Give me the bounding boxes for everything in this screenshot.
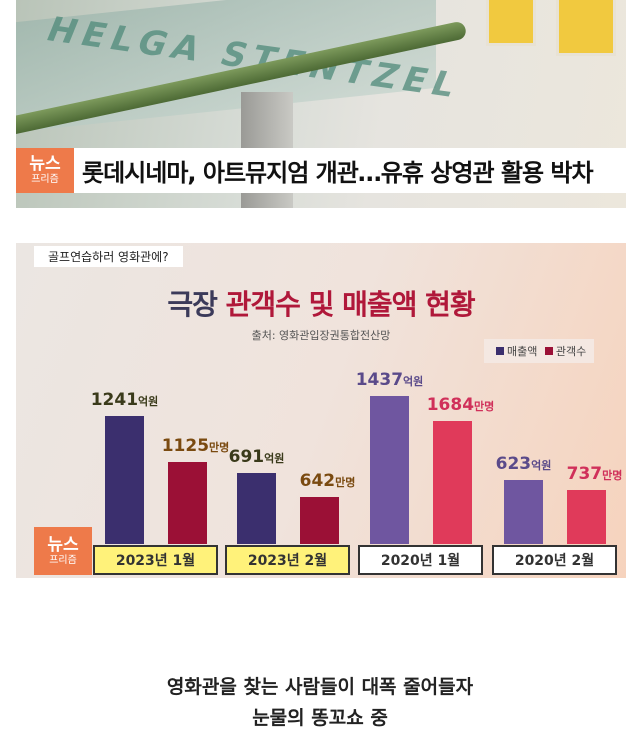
news-prism-logo: 뉴스 프리즘 — [34, 527, 92, 575]
bar-revenue — [370, 396, 409, 544]
legend-swatch-audience — [544, 347, 553, 355]
chart-title: 극장 관객수 및 매출액 현황 — [167, 288, 475, 321]
data-label: 1437억원 — [355, 370, 424, 390]
caption-line-2: 눈물의 똥꼬쇼 중 — [252, 707, 388, 729]
headline: 롯데시네마, 아트뮤지엄 개관…유휴 상영관 활용 박차 — [82, 159, 594, 187]
caption-line-1: 영화관을 찾는 사람들이 대폭 줄어들자 — [166, 676, 474, 698]
wall-painting — [556, 0, 616, 56]
legend-swatch-revenue — [496, 347, 504, 355]
bar-audience — [300, 497, 339, 544]
bar-revenue — [504, 479, 543, 544]
category-label: 2023년 1월 — [93, 545, 218, 575]
category-label: 2023년 2월 — [225, 545, 350, 575]
data-label: 691억원 — [228, 446, 285, 467]
bar-audience — [168, 461, 207, 544]
news-photo: HELGA STENTZEL 뉴스 프리즘 롯데시네마, 아트뮤지엄 개관…유휴… — [16, 0, 626, 208]
data-label: 1125만명 — [161, 435, 230, 456]
chart-source: 출처: 영화관입장권통합전산망 — [251, 329, 391, 342]
data-label: 1684만명 — [426, 395, 495, 415]
bar-audience — [567, 490, 606, 544]
chart: 골프연습하러 영화관에? 극장 관객수 및 매출액 현황 출처: 영화관입장권통… — [16, 243, 626, 578]
topic-tag: 골프연습하러 영화관에? — [34, 246, 183, 267]
news-caption-bar: 뉴스 프리즘 롯데시네마, 아트뮤지엄 개관…유휴 상영관 활용 박차 — [16, 148, 626, 193]
category-label: 2020년 1월 — [358, 545, 483, 575]
data-label: 623억원 — [495, 453, 552, 474]
data-label: 1241억원 — [90, 390, 159, 411]
category-label: 2020년 2월 — [492, 545, 617, 575]
bar-audience — [433, 421, 472, 544]
data-label: 642만명 — [299, 471, 356, 492]
news-prism-logo: 뉴스 프리즘 — [16, 148, 74, 193]
data-label: 737만명 — [566, 464, 623, 485]
bar-revenue — [237, 472, 276, 544]
legend: 매출액 관객수 — [484, 339, 595, 363]
wall-painting — [486, 0, 536, 46]
bar-revenue — [105, 416, 144, 544]
